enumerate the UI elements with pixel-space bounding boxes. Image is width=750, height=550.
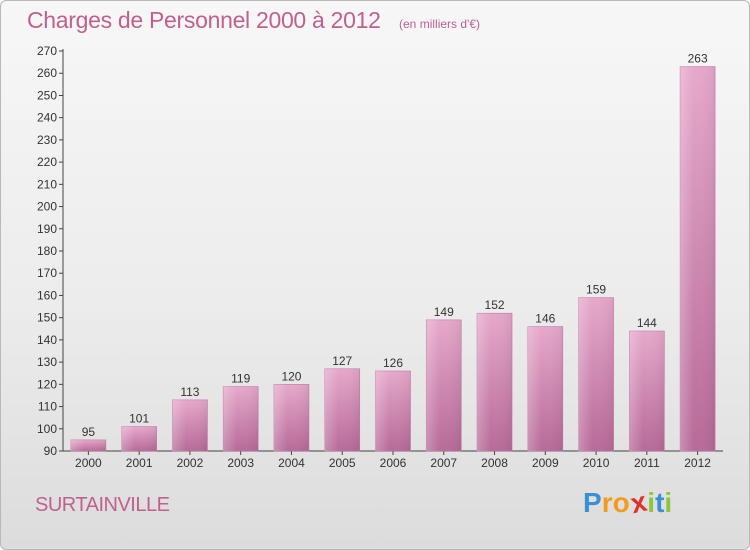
- bar-sheen: [629, 331, 665, 451]
- y-tick-label: 270: [37, 44, 57, 58]
- data-label: 126: [383, 356, 403, 370]
- logo-letter: x: [627, 485, 650, 520]
- data-label: 149: [434, 305, 454, 319]
- data-label: 263: [688, 52, 708, 66]
- logo-letter: i: [647, 487, 656, 518]
- x-tick-label: 2011: [634, 456, 660, 470]
- data-label: 120: [281, 369, 301, 383]
- x-tick-label: 2002: [177, 456, 204, 470]
- data-label: 113: [180, 385, 199, 399]
- bar-sheen: [527, 326, 563, 451]
- x-tick-label: 2005: [329, 456, 356, 470]
- x-tick-label: 2000: [75, 456, 102, 470]
- chart-title: Charges de Personnel 2000 à 2012: [27, 7, 381, 33]
- proxiti-logo: Proxiti: [583, 485, 673, 520]
- logo-letter: t: [655, 487, 665, 518]
- y-tick-label: 110: [38, 400, 57, 414]
- axes: 90 100 110 120 130 140 150 160 170 180 190 200 210 22…: [37, 44, 723, 470]
- bar-sheen: [426, 319, 462, 451]
- bar-sheen: [578, 297, 614, 451]
- logo-letter: o: [612, 487, 630, 518]
- bar-sheen: [121, 426, 157, 451]
- y-tick-label: 170: [37, 266, 57, 280]
- y-tick-label: 190: [37, 222, 57, 236]
- y-tick-label: 220: [37, 155, 57, 169]
- bar-sheen: [70, 439, 106, 451]
- data-label: 144: [637, 316, 657, 330]
- labels-group: 95 101 113 119 120 127 126 149 152 146 159 144 263: [82, 52, 708, 439]
- bar-sheen: [324, 368, 360, 451]
- x-tick-label: 2007: [430, 456, 457, 470]
- y-tick-label: 180: [37, 244, 57, 258]
- y-tick-label: 230: [37, 133, 57, 147]
- logo-letter: P: [583, 487, 602, 518]
- y-tick-label: 90: [44, 444, 58, 458]
- bar-sheen: [477, 313, 513, 451]
- data-label: 95: [82, 425, 96, 439]
- logo-letter: r: [601, 487, 613, 518]
- x-tick-label: 2003: [227, 456, 254, 470]
- data-label: 127: [332, 354, 352, 368]
- y-tick-label: 200: [37, 200, 57, 214]
- x-tick-label: 2009: [532, 456, 559, 470]
- bar-sheen: [273, 384, 309, 451]
- x-tick-label: 2001: [126, 456, 153, 470]
- bar-sheen: [223, 386, 259, 451]
- data-label: 159: [586, 283, 606, 297]
- x-tick-label: 2012: [684, 456, 711, 470]
- logo-letter: i: [664, 487, 673, 518]
- x-tick-label: 2010: [583, 456, 610, 470]
- y-tick-label: 120: [37, 377, 57, 391]
- bar-sheen: [375, 371, 411, 451]
- x-tick-label: 2008: [481, 456, 508, 470]
- y-tick-label: 150: [37, 311, 57, 325]
- x-tick-label: 2004: [278, 456, 305, 470]
- data-label: 101: [129, 412, 149, 426]
- title-row: Charges de Personnel 2000 à 2012 (en mil…: [27, 7, 480, 34]
- y-tick-label: 240: [37, 111, 57, 125]
- x-tick-label: 2006: [380, 456, 407, 470]
- y-tick-label: 250: [37, 88, 57, 102]
- bars-group: [70, 66, 716, 452]
- commune-name: SURTAINVILLE: [35, 494, 170, 516]
- y-tick-label: 140: [37, 333, 57, 347]
- y-tick-label: 100: [37, 422, 57, 436]
- y-tick-label: 130: [37, 355, 57, 369]
- y-tick-label: 160: [37, 288, 57, 302]
- chart-subtitle: (en milliers d'€): [399, 17, 480, 31]
- y-tick-label: 260: [37, 66, 57, 80]
- data-label: 146: [535, 312, 555, 326]
- bar-sheen: [172, 399, 208, 451]
- bar-sheen: [680, 66, 716, 452]
- y-tick-label: 210: [37, 177, 57, 191]
- data-label: 152: [485, 298, 505, 312]
- data-label: 119: [231, 372, 250, 386]
